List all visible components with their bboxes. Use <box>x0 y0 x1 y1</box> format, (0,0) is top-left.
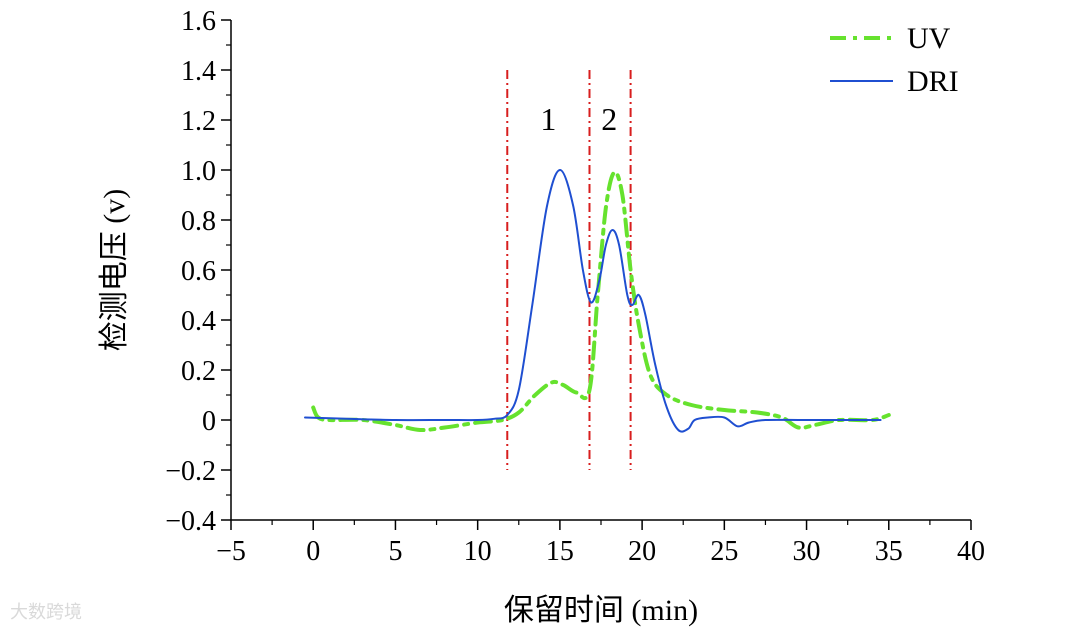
legend-label-dri: DRI <box>907 65 959 98</box>
axes: −5 0 5 10 15 20 25 30 35 40 −0.4 −0.2 0 0.2 0.4 0.6 0.8 1… <box>165 6 985 567</box>
y-tick-label: 0.8 <box>181 206 216 237</box>
y-tick-label: −0.2 <box>165 456 216 487</box>
y-tick-label: 1.2 <box>181 106 216 137</box>
x-axis-title: 保留时间 (min) <box>504 594 698 627</box>
y-tick-label: 1.0 <box>181 156 216 187</box>
y-tick-label: 0.4 <box>181 306 216 337</box>
region-label: 2 <box>601 101 617 137</box>
x-tick-label: 0 <box>306 536 320 567</box>
x-tick-label: 35 <box>875 536 903 567</box>
region-label: 1 <box>540 101 556 137</box>
y-tick-label: 0.6 <box>181 256 216 287</box>
legend: UV DRI <box>830 22 959 98</box>
y-tick-label: 1.6 <box>181 6 216 37</box>
y-tick-label: −0.4 <box>165 506 216 537</box>
watermark: 大数跨境 <box>10 602 82 623</box>
series-line-dri <box>304 169 882 433</box>
x-tick-label: 30 <box>793 536 821 567</box>
y-tick-label: 1.4 <box>181 56 216 87</box>
y-tick-label: 0.2 <box>181 356 216 387</box>
x-tick-label: −5 <box>216 536 246 567</box>
x-tick-label: 5 <box>388 536 402 567</box>
x-tick-label: 25 <box>710 536 738 567</box>
x-tick-label: 15 <box>546 536 574 567</box>
series-lines <box>304 169 891 433</box>
x-tick-label: 20 <box>628 536 656 567</box>
series-line-uv <box>311 170 891 433</box>
y-tick-label: 0 <box>202 406 216 437</box>
x-tick-label: 10 <box>464 536 492 567</box>
x-tick-label: 40 <box>957 536 985 567</box>
y-axis-title: 检测电压 (v) <box>98 189 131 351</box>
legend-label-uv: UV <box>907 22 951 55</box>
